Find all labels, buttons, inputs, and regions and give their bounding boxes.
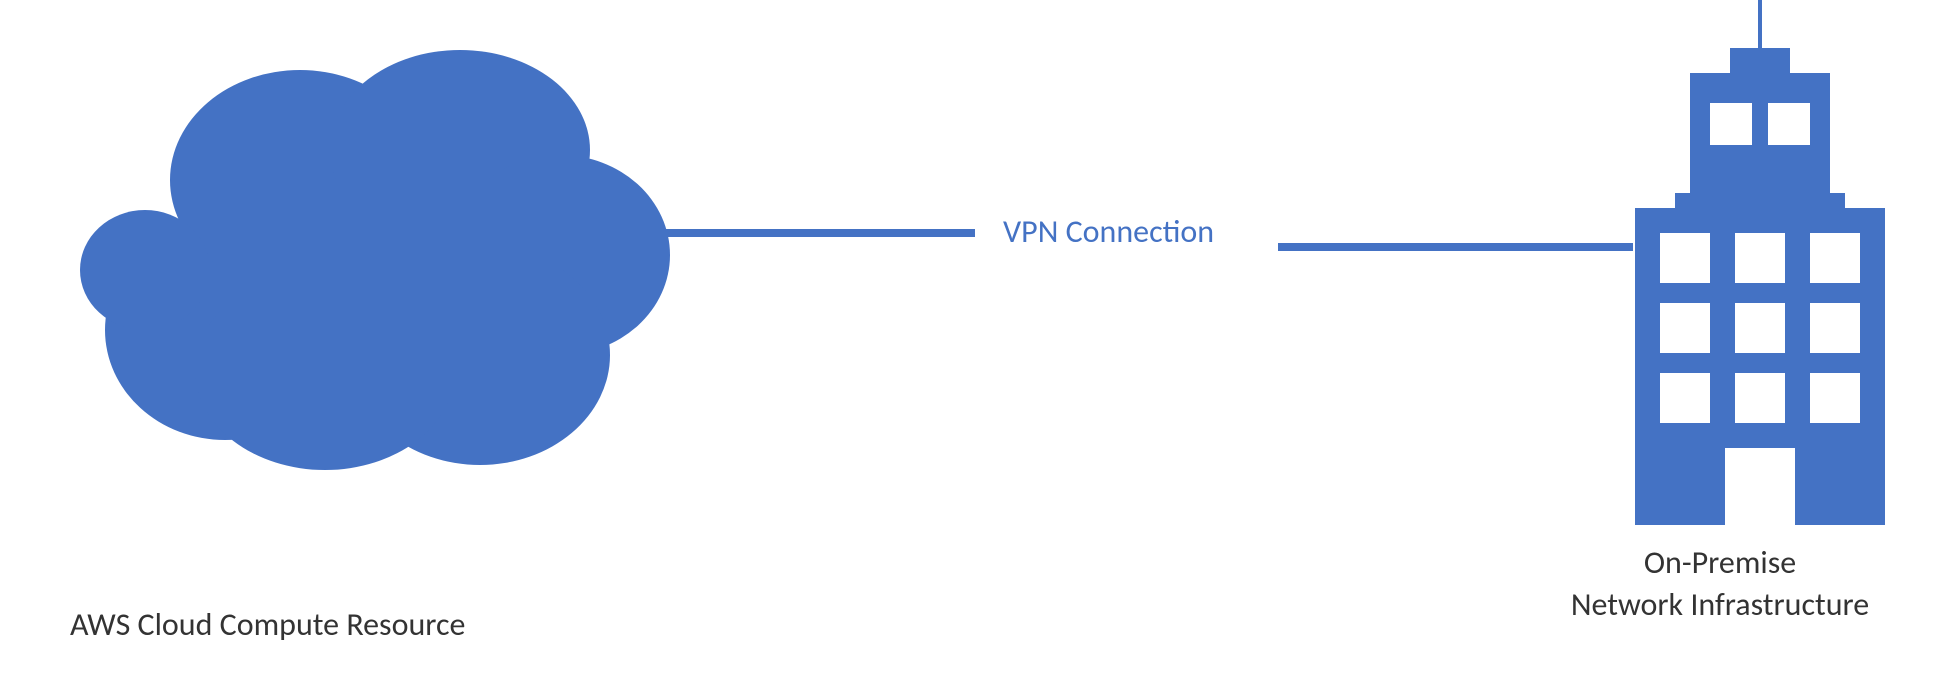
connection-label: VPN Connection [1003, 212, 1214, 251]
building-label: On-Premise Network Infrastructure [1500, 542, 1940, 625]
building-label-line2: Network Infrastructure [1571, 585, 1869, 624]
cloud-label: AWS Cloud Compute Resource [70, 605, 465, 644]
cloud-node [80, 50, 670, 475]
network-diagram: AWS Cloud Compute Resource VPN Connectio… [0, 0, 1950, 684]
cloud-icon [80, 50, 670, 470]
building-label-line1: On-Premise [1644, 543, 1796, 582]
building-node [1615, 0, 1905, 530]
building-icon [1615, 0, 1905, 525]
connection-line-right [1278, 243, 1633, 251]
connection-line-left [665, 229, 975, 237]
